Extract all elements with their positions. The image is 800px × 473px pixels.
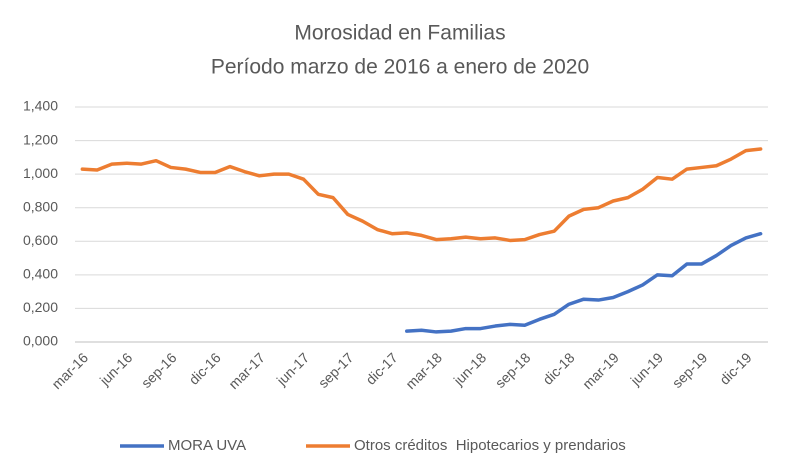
legend-label: Otros créditos Hipotecarios y prendarios: [354, 437, 626, 454]
x-tick-label: mar-16: [48, 349, 91, 392]
x-tick-label: dic-19: [716, 349, 754, 387]
y-tick-label: 1,200: [23, 131, 58, 147]
legend-label: MORA UVA: [168, 437, 246, 454]
y-tick-label: 0,000: [23, 333, 58, 349]
y-tick-label: 1,000: [23, 165, 58, 181]
y-tick-label: 0,400: [23, 266, 58, 282]
y-tick-label: 1,400: [23, 98, 58, 114]
y-tick-label: 0,800: [23, 198, 58, 214]
x-tick-label: sep-18: [492, 349, 534, 391]
x-tick-label: jun-19: [627, 349, 667, 389]
x-tick-label: mar-17: [225, 349, 268, 392]
y-tick-label: 0,200: [23, 299, 58, 315]
x-tick-label: dic-17: [362, 349, 400, 387]
x-tick-label: dic-18: [539, 349, 577, 387]
y-tick-label: 0,600: [23, 232, 58, 248]
x-tick-label: dic-16: [186, 349, 224, 387]
chart-title: Morosidad en Familias: [294, 22, 505, 45]
series-line: [405, 231, 763, 334]
x-tick-label: sep-16: [138, 349, 180, 391]
x-tick-label: jun-17: [273, 349, 313, 389]
x-tick-label: mar-18: [402, 349, 445, 392]
x-tick-label: mar-19: [579, 349, 622, 392]
x-tick-label: sep-19: [669, 349, 711, 391]
series-line: [80, 147, 763, 243]
chart-subtitle: Período marzo de 2016 a enero de 2020: [211, 56, 589, 79]
x-tick-label: sep-17: [315, 349, 357, 391]
x-tick-label: jun-16: [96, 349, 136, 389]
x-tick-label: jun-18: [450, 349, 490, 389]
